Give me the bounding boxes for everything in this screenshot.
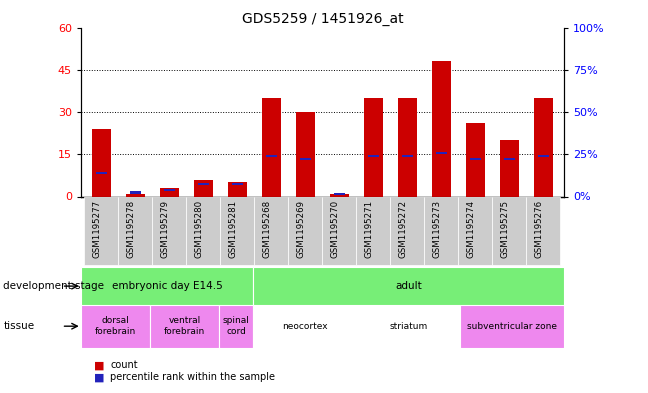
Text: dorsal
forebrain: dorsal forebrain (95, 316, 136, 336)
Bar (538, 157, 548, 196)
Bar (119, 196, 152, 265)
Bar (466, 123, 485, 196)
Bar (97, 174, 106, 196)
Bar (198, 183, 209, 196)
Bar (194, 180, 213, 196)
Bar (152, 196, 187, 265)
Bar (219, 305, 253, 348)
Bar (470, 160, 481, 196)
Text: tissue: tissue (3, 321, 34, 331)
Bar (534, 98, 553, 196)
Bar (432, 61, 451, 196)
Text: GSM1195271: GSM1195271 (364, 200, 373, 258)
Bar (130, 194, 141, 196)
Bar (500, 140, 518, 196)
Text: count: count (110, 360, 138, 371)
Bar (262, 98, 281, 196)
Bar (81, 267, 253, 305)
Text: ■: ■ (94, 360, 104, 371)
Bar (364, 98, 383, 196)
Bar (504, 160, 515, 196)
Text: GSM1195277: GSM1195277 (93, 200, 101, 258)
Text: GSM1195268: GSM1195268 (262, 200, 272, 258)
Bar (220, 196, 255, 265)
Bar (300, 158, 310, 196)
Bar (322, 196, 356, 265)
Text: GSM1195272: GSM1195272 (399, 200, 408, 258)
Bar (84, 196, 119, 265)
Bar (424, 196, 458, 265)
Text: GSM1195281: GSM1195281 (228, 200, 237, 258)
Bar (330, 194, 349, 196)
Text: spinal
cord: spinal cord (223, 316, 249, 336)
Bar (470, 158, 481, 196)
Text: GSM1195279: GSM1195279 (161, 200, 169, 258)
Bar (334, 195, 345, 196)
Bar (81, 305, 150, 348)
Bar (460, 305, 564, 348)
Bar (458, 196, 492, 265)
Bar (130, 191, 141, 196)
Text: GSM1195275: GSM1195275 (500, 200, 509, 258)
Bar (187, 196, 220, 265)
Text: GSM1195274: GSM1195274 (467, 200, 476, 258)
Text: GSM1195278: GSM1195278 (126, 200, 135, 258)
Bar (492, 196, 526, 265)
Bar (97, 172, 106, 196)
Bar (126, 194, 145, 196)
Bar (92, 129, 111, 196)
Bar (368, 155, 378, 196)
Bar (255, 196, 288, 265)
Bar (300, 160, 310, 196)
Bar (232, 185, 242, 196)
Text: ■: ■ (94, 372, 104, 382)
Bar (253, 267, 564, 305)
Bar (526, 196, 561, 265)
Bar (253, 305, 357, 348)
Bar (356, 196, 390, 265)
Bar (504, 158, 515, 196)
Bar (160, 188, 179, 196)
Bar (334, 193, 345, 196)
Bar (368, 157, 378, 196)
Bar (266, 155, 277, 196)
Text: GSM1195269: GSM1195269 (296, 200, 305, 258)
Text: GSM1195280: GSM1195280 (194, 200, 203, 258)
Text: GSM1195273: GSM1195273 (432, 200, 441, 258)
Bar (436, 152, 446, 196)
Bar (398, 98, 417, 196)
Text: ventral
forebrain: ventral forebrain (164, 316, 205, 336)
Bar (357, 305, 460, 348)
Bar (288, 196, 322, 265)
Bar (402, 155, 413, 196)
Bar (538, 155, 548, 196)
Text: neocortex: neocortex (283, 322, 328, 331)
Bar (164, 191, 174, 196)
Bar (150, 305, 219, 348)
Bar (198, 185, 209, 196)
Bar (232, 183, 242, 196)
Bar (164, 189, 174, 196)
Text: percentile rank within the sample: percentile rank within the sample (110, 372, 275, 382)
Bar (402, 157, 413, 196)
Text: development stage: development stage (3, 281, 104, 291)
Bar (436, 154, 446, 196)
Text: GDS5259 / 1451926_at: GDS5259 / 1451926_at (242, 12, 403, 26)
Text: embryonic day E14.5: embryonic day E14.5 (112, 281, 222, 291)
Bar (296, 112, 315, 196)
Text: GSM1195276: GSM1195276 (535, 200, 544, 258)
Text: subventricular zone: subventricular zone (467, 322, 557, 331)
Bar (266, 157, 277, 196)
Text: GSM1195270: GSM1195270 (330, 200, 340, 258)
Text: adult: adult (395, 281, 422, 291)
Bar (228, 182, 247, 196)
Bar (390, 196, 424, 265)
Text: striatum: striatum (389, 322, 428, 331)
